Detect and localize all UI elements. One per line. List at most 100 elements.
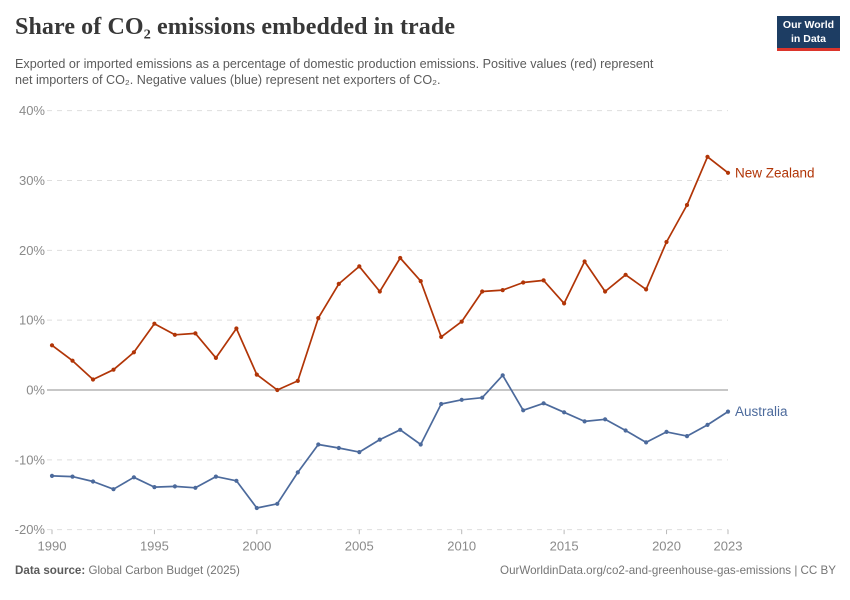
new-zealand-data-point (418, 279, 423, 284)
y-axis-tick-label: 10% (19, 313, 45, 328)
australia-data-point (254, 505, 259, 511)
australia-data-point (295, 470, 300, 475)
australia-data-point (357, 450, 362, 455)
new-zealand-data-point (357, 264, 362, 269)
x-axis-tick-label: 2023 (714, 539, 743, 554)
new-zealand-data-point (213, 355, 218, 360)
y-axis-tick-label: 40% (19, 103, 45, 118)
australia-data-point (500, 373, 505, 378)
australia-data-point (111, 487, 116, 492)
new-zealand-data-point (398, 255, 403, 261)
australia-series-label: Australia (735, 404, 788, 419)
new-zealand-data-point (49, 343, 55, 348)
new-zealand-data-point (275, 387, 280, 393)
new-zealand-data-point (336, 281, 341, 286)
x-axis-tick-label: 2000 (242, 539, 271, 554)
new-zealand-data-point (254, 372, 259, 377)
new-zealand-data-point (459, 319, 464, 324)
australia-data-point (623, 428, 628, 433)
australia-data-point (480, 395, 485, 400)
y-axis-tick-label: 30% (19, 173, 45, 188)
australia-data-point (234, 478, 239, 483)
new-zealand-data-point (582, 259, 587, 264)
australia-data-point (172, 484, 177, 489)
new-zealand-data-point (295, 378, 300, 383)
x-axis-tick-label: 2005 (345, 539, 374, 554)
new-zealand-data-point (131, 350, 136, 355)
new-zealand-data-point (725, 170, 731, 175)
australia-data-point (336, 445, 341, 451)
new-zealand-data-point (664, 239, 669, 245)
new-zealand-data-point (562, 301, 567, 306)
australia-data-point (377, 437, 382, 442)
x-axis-tick-label: 2015 (550, 539, 579, 554)
australia-data-point (541, 401, 546, 406)
australia-data-point (603, 417, 608, 422)
new-zealand-data-point (439, 334, 444, 339)
owid-logo: Our World in Data (777, 16, 840, 51)
data-source-value: Global Carbon Budget (2025) (85, 564, 240, 577)
australia-data-point (521, 408, 526, 413)
attribution: OurWorldinData.org/co2-and-greenhouse-ga… (500, 564, 836, 577)
x-axis-tick-label: 2020 (652, 539, 681, 554)
y-axis-tick-label: -10% (15, 452, 46, 467)
x-axis-tick-label: 1995 (140, 539, 169, 554)
new-zealand-data-point (500, 288, 505, 293)
australia-data-point (152, 485, 157, 490)
australia-data-point (582, 419, 587, 424)
y-axis-tick-label: 0% (26, 383, 45, 398)
x-axis-tick-label: 1990 (38, 539, 67, 554)
australia-data-point (275, 501, 280, 506)
data-source-label: Data source: (15, 564, 86, 577)
new-zealand-data-point (193, 331, 198, 336)
australia-data-point (644, 440, 649, 445)
new-zealand-data-point (377, 289, 382, 294)
australia-data-point (684, 434, 690, 439)
data-source: Data source: Global Carbon Budget (2025) (15, 564, 240, 577)
chart-area: 40% 30% 20% 10% 0% -10% -20% 1990 1995 2000 2005 20… (0, 100, 850, 563)
australia-data-point (705, 422, 710, 427)
chart-header: Share of CO₂ emissions embedded in trade… (0, 0, 850, 100)
new-zealand-series-label: New Zealand (735, 165, 815, 180)
australia-data-point (70, 474, 75, 479)
australia-data-point (725, 409, 731, 414)
new-zealand-data-point (623, 272, 628, 277)
new-zealand-data-point (234, 326, 239, 331)
new-zealand-line (51, 155, 729, 391)
australia-data-point (213, 474, 218, 479)
australia-data-point (418, 442, 423, 447)
australia-data-point (459, 397, 464, 402)
y-axis-tick-label: -20% (15, 522, 46, 537)
chart-footer: Data source: Global Carbon Budget (2025)… (15, 564, 836, 577)
australia-data-point (398, 427, 403, 432)
chart-subtitle: Exported or imported emissions as a perc… (15, 57, 654, 88)
new-zealand-data-point (705, 154, 710, 159)
new-zealand-data-point (70, 358, 75, 363)
page-title: Share of CO₂ emissions embedded in trade (15, 14, 456, 40)
new-zealand-data-point (90, 377, 96, 382)
x-axis-tick-label: 2010 (447, 539, 476, 554)
owid-logo-line2: in Data (790, 32, 826, 45)
new-zealand-data-point (111, 367, 116, 372)
australia-data-point (90, 479, 96, 484)
new-zealand-data-point (541, 278, 546, 283)
australia-data-point (316, 442, 321, 447)
australia-data-point (193, 485, 198, 490)
y-axis-tick-label: 20% (19, 243, 45, 258)
australia-line (51, 374, 729, 509)
australia-data-point (49, 473, 55, 478)
new-zealand-data-point (316, 316, 321, 321)
new-zealand-data-point (684, 202, 690, 208)
owid-logo-line1: Our World (782, 19, 835, 31)
australia-data-point (562, 410, 567, 415)
chart-canvas: 40% 30% 20% 10% 0% -10% -20% 1990 1995 2000 2005 20… (15, 103, 815, 554)
new-zealand-data-point (480, 289, 485, 294)
new-zealand-data-point (603, 289, 608, 294)
new-zealand-data-point (644, 287, 649, 292)
new-zealand-data-point (152, 321, 157, 326)
australia-data-point (439, 401, 444, 407)
australia-data-point (664, 429, 669, 434)
australia-data-point (131, 475, 136, 480)
new-zealand-data-point (521, 280, 526, 285)
